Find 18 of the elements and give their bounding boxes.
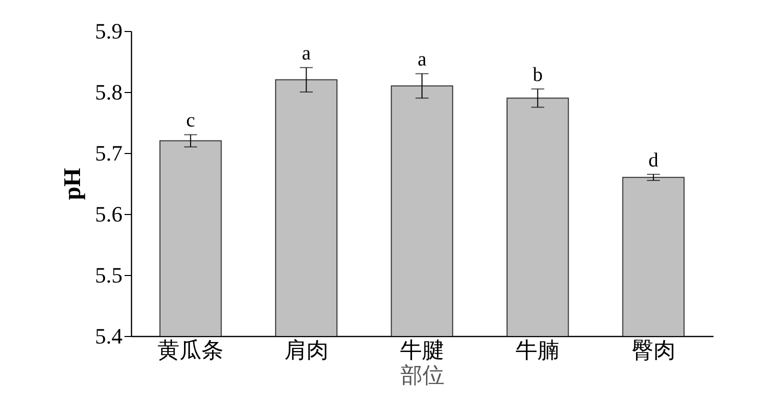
y-tick-label: 5.9 [95, 18, 122, 44]
y-tick-label: 5.6 [95, 202, 122, 226]
x-tick-label: 肩肉 [284, 338, 328, 362]
annotation: a [418, 48, 427, 71]
x-tick-label: 臀肉 [631, 338, 676, 362]
annotation: a [302, 42, 311, 65]
y-tick-label: 5.4 [95, 324, 122, 348]
annotation: c [186, 110, 196, 132]
x-tick-label: 黄瓜条 [158, 338, 224, 362]
y-tick-label: 5.8 [95, 80, 122, 104]
annotation: d [648, 149, 658, 172]
x-tick-label: 牛腱 [400, 338, 444, 362]
y-tick-label: 5.7 [95, 140, 122, 166]
x-axis-title: 部位 [400, 362, 444, 388]
annotation: b [532, 64, 543, 86]
x-tick-label: 牛腩 [516, 338, 560, 362]
y-axis-title: pH [60, 168, 86, 200]
y-tick-label: 5.5 [95, 262, 122, 288]
